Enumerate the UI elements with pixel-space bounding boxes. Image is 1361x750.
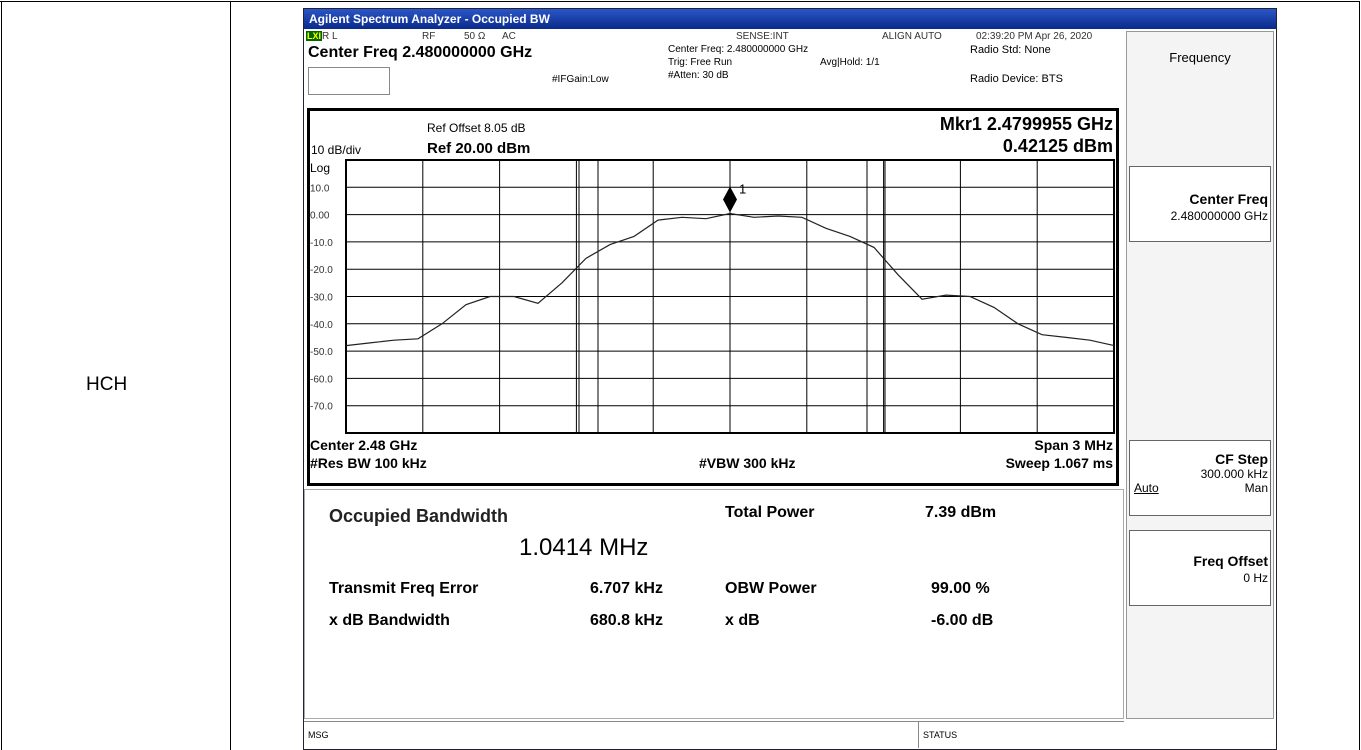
obw-power-label: OBW Power: [725, 580, 817, 597]
table-border: [1, 1, 2, 750]
obw-power-value: 99.00 %: [931, 580, 990, 597]
res-bw: #Res BW 100 kHz: [310, 455, 427, 471]
y-tick-label: -60.0: [310, 374, 333, 385]
status-bar: MSG STATUS: [304, 721, 1124, 748]
xdb-bw-value: 680.8 kHz: [590, 612, 663, 629]
softkey-freq-offset[interactable]: Freq Offset 0 Hz: [1129, 530, 1271, 606]
man-option: Man: [1244, 481, 1268, 495]
spectrum-plot: Ref Offset 8.05 dB 10 dB/div Ref 20.00 d…: [307, 108, 1119, 486]
table-border: [0, 1, 1359, 2]
obw-value: 1.0414 MHz: [519, 534, 649, 561]
coupling: AC: [502, 31, 516, 42]
span: Span 3 MHz: [1034, 437, 1113, 453]
ref-offset: Ref Offset 8.05 dB: [427, 121, 526, 135]
marker-id: 1: [739, 182, 746, 197]
softkey-value: 2.480000000 GHz: [1170, 209, 1268, 223]
window-title: Agilent Spectrum Analyzer - Occupied BW: [304, 9, 1276, 29]
softkey-value: 0 Hz: [1243, 571, 1268, 585]
radio-std: Radio Std: None: [970, 44, 1051, 56]
impedance: 50 Ω: [464, 31, 486, 42]
y-tick-label: 10.0: [310, 183, 330, 194]
analyzer-window: Agilent Spectrum Analyzer - Occupied BW …: [303, 8, 1277, 750]
marker-freq: Mkr1 2.4799955 GHz: [940, 114, 1113, 134]
softkey-label: CF Step: [1215, 451, 1268, 467]
sense: SENSE:INT: [736, 31, 789, 42]
table-border: [230, 1, 231, 750]
rl: R L: [322, 31, 338, 42]
softkey-center-freq[interactable]: Center Freq 2.480000000 GHz: [1129, 166, 1271, 242]
radio-device: Radio Device: BTS: [970, 73, 1063, 85]
msg: MSG: [308, 730, 329, 740]
table-border: [1359, 1, 1360, 750]
avg-hold: Avg|Hold: 1/1: [820, 57, 880, 68]
vbw: #VBW 300 kHz: [699, 455, 795, 471]
y-tick-label: 0.00: [310, 211, 330, 222]
input-box: [308, 67, 390, 95]
auto-option: Auto: [1134, 481, 1159, 495]
header: LXI R L RF 50 Ω AC SENSE:INT ALIGN AUTO …: [304, 29, 1124, 103]
ifgain: #IFGain:Low: [552, 74, 609, 85]
marker-level: 0.42125 dBm: [1003, 136, 1113, 156]
softkey-cf-step[interactable]: CF Step 300.000 kHz Auto Man: [1129, 440, 1271, 516]
softkey-label: Center Freq: [1189, 191, 1268, 207]
y-tick-label: -20.0: [310, 265, 333, 276]
menu-title: Frequency: [1169, 50, 1231, 65]
status: STATUS: [918, 722, 961, 748]
scale: 10 dB/div: [311, 143, 361, 157]
y-tick-label: -10.0: [310, 238, 333, 249]
row-label: HCH: [86, 374, 128, 395]
trig: Trig: Free Run: [668, 57, 733, 68]
results-panel: Occupied Bandwidth 1.0414 MHz Total Powe…: [304, 489, 1124, 719]
atten: #Atten: 30 dB: [668, 70, 729, 81]
y-tick-label: -40.0: [310, 320, 333, 331]
softkey-panel: Frequency Center Freq 2.480000000 GHz CF …: [1126, 31, 1274, 719]
sweep: Sweep 1.067 ms: [1006, 455, 1114, 471]
xdb-label: x dB: [725, 612, 760, 629]
rf: RF: [422, 31, 436, 42]
freq-error-label: Transmit Freq Error: [329, 580, 479, 597]
xdb-bw-label: x dB Bandwidth: [329, 612, 450, 629]
xdb-value: -6.00 dB: [931, 612, 994, 629]
datetime: 02:39:20 PM Apr 26, 2020: [976, 31, 1093, 42]
softkey-value: 300.000 kHz: [1200, 467, 1268, 481]
center-label: Center 2.48 GHz: [310, 437, 417, 453]
total-power-value: 7.39 dBm: [925, 504, 997, 521]
y-tick-label: -30.0: [310, 293, 333, 304]
obw-label: Occupied Bandwidth: [329, 506, 509, 526]
center-freq-info: Center Freq: 2.480000000 GHz: [668, 44, 809, 55]
center-freq-title: Center Freq 2.480000000 GHz: [308, 44, 533, 61]
marker-diamond: [723, 186, 737, 213]
ref-level: Ref 20.00 dBm: [427, 140, 530, 157]
y-tick-label: -70.0: [310, 402, 333, 413]
trace: [345, 212, 1115, 347]
freq-error-value: 6.707 kHz: [590, 580, 663, 597]
y-tick-label: -50.0: [310, 347, 333, 358]
total-power-label: Total Power: [725, 504, 815, 521]
align: ALIGN AUTO: [882, 31, 942, 42]
softkey-label: Freq Offset: [1193, 553, 1268, 569]
lxi-icon: LXI: [306, 31, 323, 41]
log-label: Log: [310, 161, 330, 175]
